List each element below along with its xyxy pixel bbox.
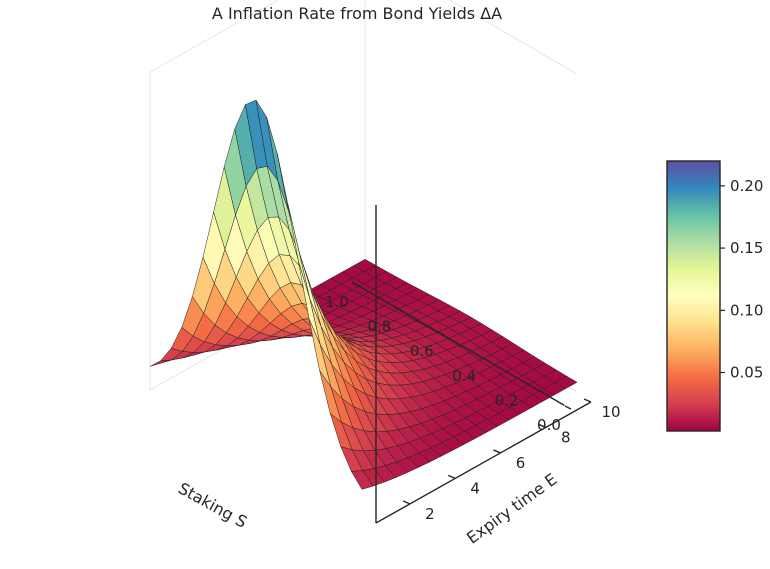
x-tick xyxy=(522,380,529,385)
pane-edge xyxy=(149,0,578,75)
y-axis-line xyxy=(375,401,592,524)
x-tick xyxy=(564,405,572,410)
y-tick xyxy=(402,500,411,505)
x-tick-label: 1.0 xyxy=(325,293,349,311)
y-tick xyxy=(538,423,547,429)
x-tick xyxy=(479,356,487,361)
x-tick xyxy=(395,306,402,312)
y-tick xyxy=(447,474,456,480)
colorbar-tick-label: 0.05 xyxy=(730,364,763,382)
y-tick-label: 6 xyxy=(516,454,526,472)
colorbar-bar xyxy=(666,160,721,432)
x-tick xyxy=(352,282,360,287)
surface-plot xyxy=(149,99,578,490)
colorbar-tick-label: 0.20 xyxy=(730,177,763,195)
x-tick xyxy=(437,331,445,336)
x-tick-label: 0.2 xyxy=(495,391,519,409)
x-tick-label: 0.6 xyxy=(410,342,434,360)
x-tick-label: 0.8 xyxy=(367,318,391,336)
y-tick xyxy=(493,449,501,454)
x-axis-line xyxy=(352,281,565,406)
y-tick-label: 2 xyxy=(425,505,435,523)
y-tick xyxy=(583,398,592,403)
y-tick-label: 10 xyxy=(601,403,620,421)
x-axis-label: Staking S xyxy=(175,479,250,532)
y-tick-label: 8 xyxy=(561,428,571,446)
y-tick-label: 4 xyxy=(470,479,480,497)
chart-title: A Inflation Rate from Bond Yields ΔA xyxy=(212,4,502,23)
colorbar: 0.05 0.10 0.15 0.20 xyxy=(666,160,763,432)
x-tick-label: 0.4 xyxy=(452,367,476,385)
colorbar-tick-label: 0.15 xyxy=(730,239,763,257)
surface-patch xyxy=(351,470,374,490)
colorbar-tick-label: 0.10 xyxy=(730,301,763,319)
